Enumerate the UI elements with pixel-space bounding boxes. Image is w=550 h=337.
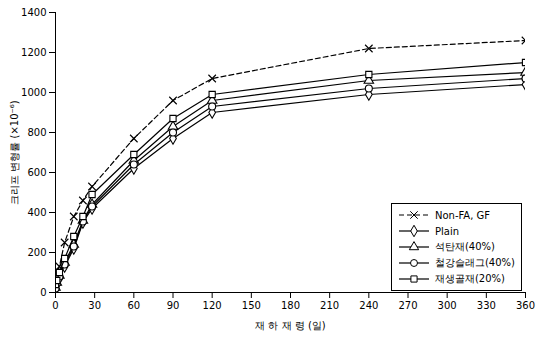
- svg-text:1200: 1200: [21, 47, 46, 58]
- svg-text:30: 30: [88, 300, 101, 311]
- svg-text:800: 800: [27, 127, 46, 138]
- svg-text:1000: 1000: [21, 87, 46, 98]
- svg-text:120: 120: [203, 300, 222, 311]
- svg-text:180: 180: [281, 300, 300, 311]
- svg-text:270: 270: [398, 300, 417, 311]
- svg-text:240: 240: [359, 300, 378, 311]
- svg-text:60: 60: [127, 300, 140, 311]
- svg-text:150: 150: [242, 300, 261, 311]
- svg-text:400: 400: [27, 207, 46, 218]
- svg-text:300: 300: [438, 300, 457, 311]
- svg-text:0: 0: [52, 300, 58, 311]
- html-text:재생골재(20%): 재생골재(20%): [435, 273, 505, 284]
- svg-text:90: 90: [167, 300, 180, 311]
- html-text:Plain: Plain: [435, 225, 459, 237]
- svg-text:330: 330: [477, 300, 496, 311]
- svg-text:210: 210: [320, 300, 339, 311]
- svg-text:재 하 재 령 (일): 재 하 재 령 (일): [255, 320, 326, 331]
- svg-text:360: 360: [516, 300, 535, 311]
- svg-text:0: 0: [40, 287, 46, 298]
- html-text:철강슬래그(40%): 철강슬래그(40%): [435, 257, 515, 268]
- svg-text:200: 200: [27, 247, 46, 258]
- svg-text:1400: 1400: [21, 7, 46, 18]
- html-text:석탄재(40%): 석탄재(40%): [435, 241, 495, 252]
- html-text:Non-FA, GF: Non-FA, GF: [435, 209, 490, 221]
- svg-text:600: 600: [27, 167, 46, 178]
- svg-text:크리프 변형률 (×10⁻⁶): 크리프 변형률 (×10⁻⁶): [9, 100, 20, 205]
